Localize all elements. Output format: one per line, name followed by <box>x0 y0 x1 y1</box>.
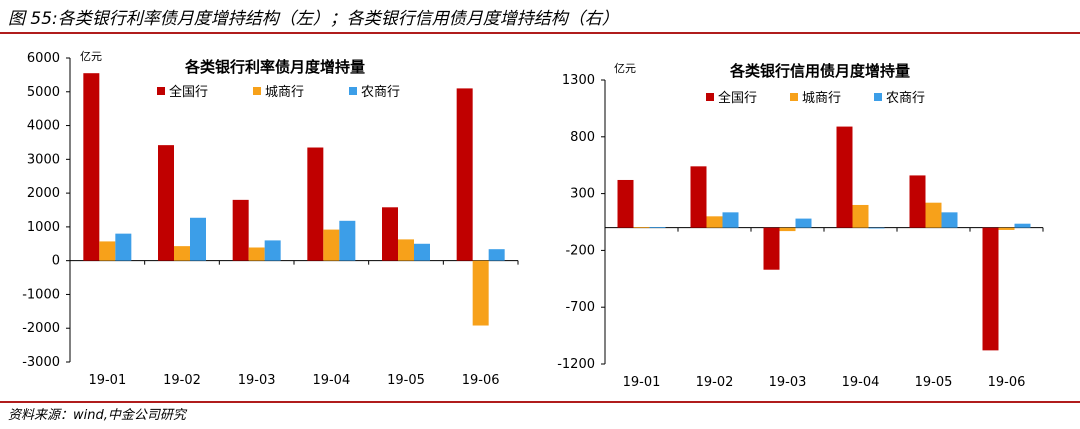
figure-title: 图 55:各类银行利率债月度增持结构（左）；各类银行信用债月度增持结构（右） <box>8 9 619 29</box>
y-tick-label: -1200 <box>557 357 595 372</box>
y-tick-label: 6000 <box>27 51 60 66</box>
legend-swatch-农商行 <box>349 87 357 95</box>
bar-全国行-19-06 <box>982 227 999 351</box>
bar-城商行-19-02 <box>706 216 723 228</box>
bar-农商行-19-05 <box>414 243 430 261</box>
bar-农商行-19-02 <box>190 217 206 261</box>
bar-城商行-19-01 <box>633 227 650 228</box>
y-tick-label: 0 <box>52 254 60 269</box>
bar-城商行-19-05 <box>925 202 942 228</box>
legend-label-农商行: 农商行 <box>361 85 400 100</box>
legend-swatch-全国行 <box>157 87 165 95</box>
x-tick-label: 19-03 <box>769 375 807 390</box>
y-tick-label: -1000 <box>22 287 60 302</box>
bar-全国行-19-02 <box>690 166 707 228</box>
chart-panel-2: -1200 -700 -200 300 800 1300 19-01 19-02 19-03 19… <box>557 62 1044 390</box>
bar-城商行-19-05 <box>398 239 414 261</box>
bar-城商行-19-06 <box>998 227 1015 230</box>
bar-农商行-19-04 <box>868 227 885 229</box>
x-tick-label: 19-01 <box>88 373 126 388</box>
chart-title: 各类银行利率债月度增持量 <box>184 58 365 76</box>
y-tick-label: 5000 <box>27 85 60 100</box>
legend-label-城商行: 城商行 <box>802 91 841 106</box>
legend-label-城商行: 城商行 <box>265 85 304 100</box>
bar-城商行-19-04 <box>323 229 340 261</box>
bar-城商行-19-06 <box>472 260 489 326</box>
bar-城商行-19-01 <box>99 241 116 261</box>
x-tick-label: 19-03 <box>238 373 276 388</box>
bar-全国行-19-04 <box>836 126 853 228</box>
legend-swatch-全国行 <box>706 93 714 101</box>
bar-农商行-19-06 <box>488 249 505 261</box>
bar-农商行-19-04 <box>339 220 356 261</box>
bar-全国行-19-04 <box>307 147 324 261</box>
y-tick-label: -2000 <box>22 321 60 336</box>
bar-全国行-19-03 <box>763 227 780 270</box>
x-tick-label: 19-02 <box>696 375 734 390</box>
bar-农商行-19-05 <box>941 212 958 228</box>
source-note: 资料来源：wind,中金公司研究 <box>8 408 186 423</box>
chart-panel-1: -3000 -2000 -1000 0 1000 2000 3000 4000 5000 6000… <box>22 50 519 388</box>
y-tick-label: 2000 <box>27 186 60 201</box>
legend-swatch-城商行 <box>790 93 798 101</box>
y-tick-label: 300 <box>570 187 595 202</box>
x-tick-label: 19-06 <box>988 375 1026 390</box>
y-tick-label: 3000 <box>27 152 60 167</box>
top-rule <box>0 32 1080 34</box>
chart-title: 各类银行信用债月度增持量 <box>729 62 910 80</box>
bar-全国行-19-01 <box>83 73 100 261</box>
bar-全国行-19-02 <box>158 145 174 261</box>
bar-农商行-19-01 <box>649 227 666 228</box>
y-tick-label: -3000 <box>22 355 60 370</box>
bar-农商行-19-01 <box>115 233 132 261</box>
bar-全国行-19-01 <box>617 179 634 228</box>
legend-label-全国行: 全国行 <box>718 90 757 106</box>
x-tick-label: 19-04 <box>312 373 350 388</box>
legend-swatch-城商行 <box>253 87 261 95</box>
bar-城商行-19-02 <box>174 246 190 261</box>
x-tick-label: 19-04 <box>842 375 880 390</box>
bar-农商行-19-03 <box>795 218 812 228</box>
y-tick-label: 4000 <box>27 119 60 134</box>
x-tick-label: 19-06 <box>462 373 500 388</box>
bar-农商行-19-06 <box>1014 223 1031 228</box>
y-tick-label: 1000 <box>27 220 60 235</box>
bar-全国行-19-03 <box>232 199 249 261</box>
y-tick-label: -200 <box>565 243 595 258</box>
y-tick-label: 800 <box>570 130 595 145</box>
bar-农商行-19-02 <box>722 212 739 228</box>
bar-城商行-19-03 <box>779 227 796 232</box>
bar-农商行-19-03 <box>264 240 281 261</box>
y-tick-label: -700 <box>565 300 595 315</box>
legend-swatch-农商行 <box>874 93 882 101</box>
x-tick-label: 19-01 <box>623 375 661 390</box>
bottom-rule <box>0 401 1080 403</box>
y-tick-label: 1300 <box>562 73 595 88</box>
bar-城商行-19-03 <box>248 247 265 261</box>
x-tick-label: 19-05 <box>387 373 425 388</box>
bar-全国行-19-05 <box>382 207 398 261</box>
bar-全国行-19-06 <box>456 88 473 261</box>
bar-全国行-19-05 <box>909 175 926 228</box>
legend-label-全国行: 全国行 <box>169 84 208 100</box>
x-tick-label: 19-05 <box>915 375 953 390</box>
unit-label: 亿元 <box>80 50 102 63</box>
bar-城商行-19-04 <box>852 204 869 228</box>
unit-label: 亿元 <box>614 62 636 75</box>
x-tick-label: 19-02 <box>163 373 201 388</box>
legend-label-农商行: 农商行 <box>886 91 925 106</box>
